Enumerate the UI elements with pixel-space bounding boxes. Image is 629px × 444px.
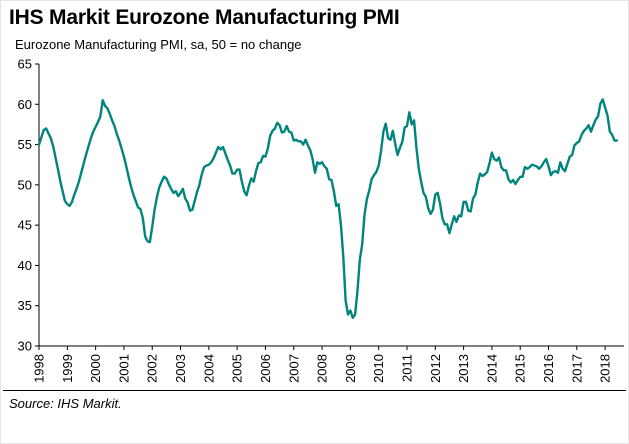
x-tick-label: 2000 [88,354,103,383]
x-tick-label: 2003 [173,354,188,383]
chart-footer: Source: IHS Markit. [3,390,626,413]
x-tick-label: 2001 [116,354,131,383]
x-tick-label: 2006 [258,354,273,383]
y-tick-label: 35 [18,298,32,313]
x-tick-label: 2010 [371,354,386,383]
page-title: IHS Markit Eurozone Manufacturing PMI [9,6,400,29]
y-tick-label: 30 [18,339,32,354]
x-tick-label: 2005 [230,354,245,383]
x-tick-label: 1999 [60,354,75,383]
y-tick-label: 40 [18,258,32,273]
x-tick-label: 2007 [286,354,301,383]
plot-area: 30 35 40 45 50 55 60 65 1998 1999 2000 2001 2002 2003… [1,54,628,390]
x-tick-label: 2016 [541,354,556,383]
y-tick-label: 55 [18,137,32,152]
x-tick-label: 2015 [513,354,528,383]
x-tick-label: 2002 [145,354,160,383]
x-tick-label: 2017 [569,354,584,383]
x-tick-label: 1998 [32,354,47,383]
x-tick-label: 2012 [428,354,443,383]
pmi-series-line [37,98,619,319]
x-tick-label: 2004 [201,354,216,383]
chart-subtitle: Eurozone Manufacturing PMI, sa, 50 = no … [15,37,302,52]
x-tick-label: 2014 [484,354,499,383]
y-tick-label: 45 [18,218,32,233]
y-tick-label: 65 [18,57,32,72]
x-tick-label: 2009 [343,354,358,383]
y-tick-label: 50 [18,177,32,192]
source-note: Source: IHS Markit. [9,396,122,411]
x-tick-label: 2013 [456,354,471,383]
x-tick-label: 2008 [315,354,330,383]
pmi-line-chart: 30 35 40 45 50 55 60 65 1998 1999 2000 2001 2002 2003… [18,57,624,383]
x-tick-label: 2011 [399,354,414,382]
y-tick-label: 60 [18,97,32,112]
x-tick-label: 2018 [598,354,613,383]
